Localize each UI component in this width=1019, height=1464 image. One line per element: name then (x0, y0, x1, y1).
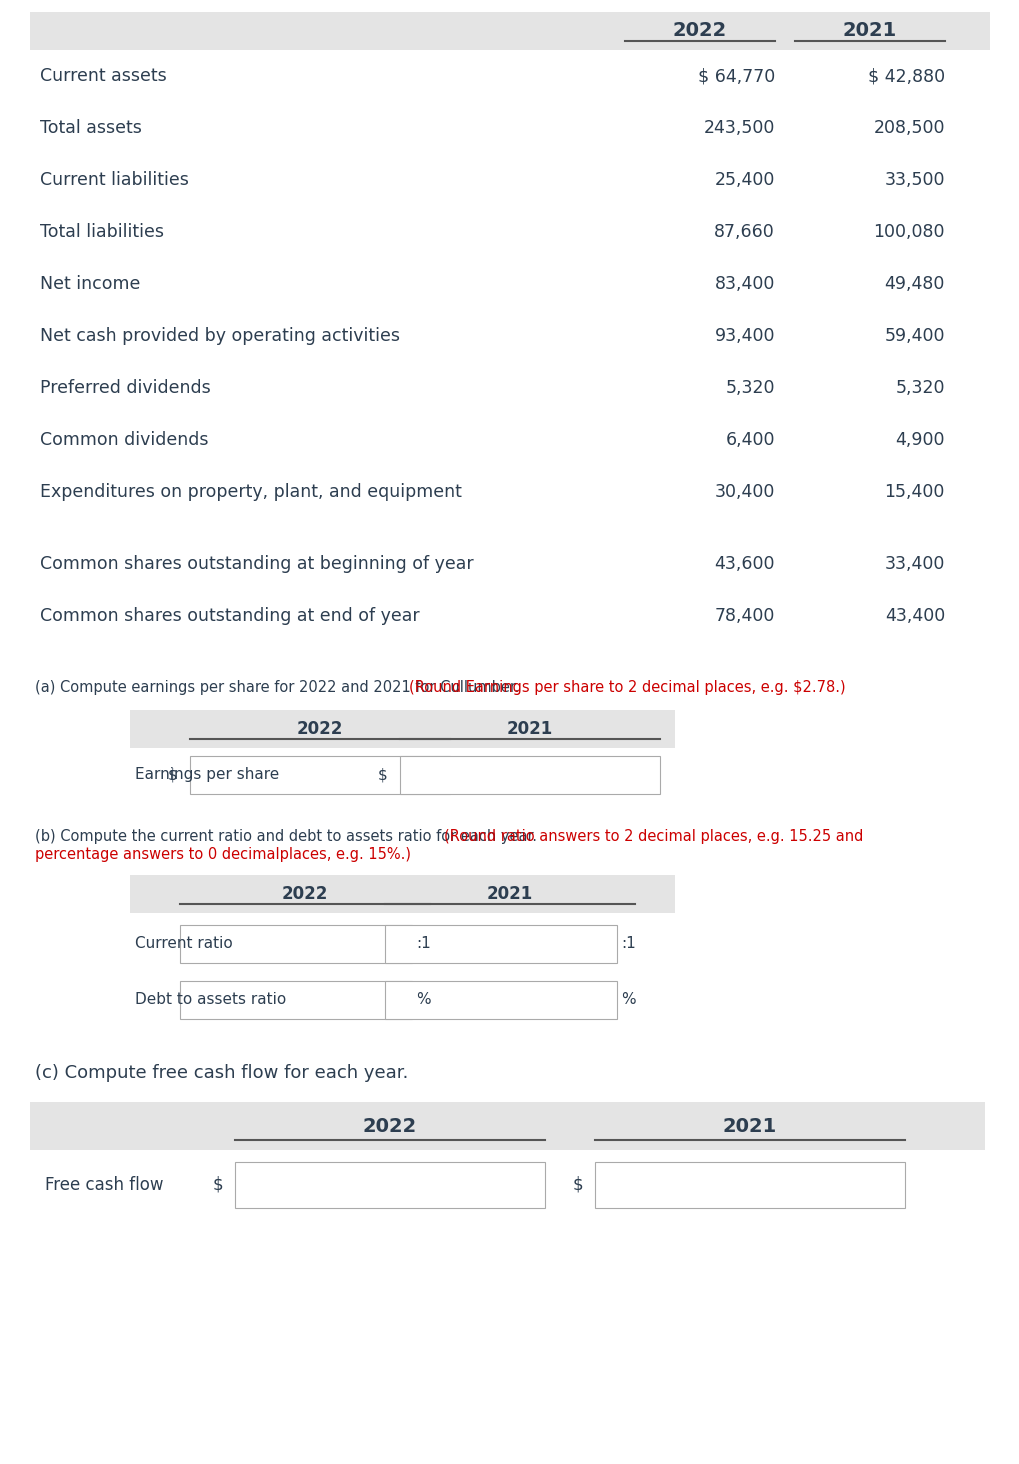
Text: 6,400: 6,400 (725, 430, 774, 449)
Text: %: % (416, 993, 430, 1007)
Text: 30,400: 30,400 (714, 483, 774, 501)
Text: 2021: 2021 (486, 886, 533, 903)
Text: Common shares outstanding at beginning of year: Common shares outstanding at beginning o… (40, 555, 473, 572)
Text: 100,080: 100,080 (872, 223, 944, 242)
Text: 5,320: 5,320 (895, 379, 944, 397)
Text: 43,600: 43,600 (713, 555, 774, 572)
Text: Common dividends: Common dividends (40, 430, 208, 449)
Text: 33,500: 33,500 (883, 171, 944, 189)
Bar (30, 12, 989, 50)
Text: Free cash flow: Free cash flow (45, 1176, 163, 1195)
Text: Current assets: Current assets (40, 67, 166, 85)
Text: percentage answers to 0 decimalplaces, e.g. 15%.): percentage answers to 0 decimalplaces, e… (35, 848, 411, 862)
Text: 5,320: 5,320 (725, 379, 774, 397)
Text: 208,500: 208,500 (872, 119, 944, 138)
Text: 87,660: 87,660 (713, 223, 774, 242)
Text: Debt to assets ratio: Debt to assets ratio (135, 993, 286, 1007)
Text: 83,400: 83,400 (714, 275, 774, 293)
Text: (b) Compute the current ratio and debt to assets ratio for each year.: (b) Compute the current ratio and debt t… (35, 829, 541, 845)
Bar (399, 755, 659, 793)
Text: 49,480: 49,480 (883, 275, 944, 293)
Text: 59,400: 59,400 (883, 326, 944, 346)
Text: %: % (621, 993, 635, 1007)
Text: 25,400: 25,400 (714, 171, 774, 189)
Text: 2022: 2022 (673, 22, 727, 41)
Text: (a) Compute earnings per share for 2022 and 2021 for Cullumber.: (a) Compute earnings per share for 2022 … (35, 679, 524, 695)
Text: Expenditures on property, plant, and equipment: Expenditures on property, plant, and equ… (40, 483, 462, 501)
Text: Net income: Net income (40, 275, 141, 293)
Text: Preferred dividends: Preferred dividends (40, 379, 211, 397)
Text: 2022: 2022 (281, 886, 328, 903)
Text: $: $ (212, 1176, 223, 1195)
Text: (c) Compute free cash flow for each year.: (c) Compute free cash flow for each year… (35, 1064, 408, 1082)
Text: :1: :1 (416, 937, 430, 952)
Text: 2021: 2021 (842, 22, 897, 41)
Text: Current ratio: Current ratio (135, 937, 232, 952)
Text: 4,900: 4,900 (895, 430, 944, 449)
Text: Earnings per share: Earnings per share (135, 767, 279, 782)
Text: 243,500: 243,500 (703, 119, 774, 138)
Text: (Round Earnings per share to 2 decimal places, e.g. $2.78.): (Round Earnings per share to 2 decimal p… (409, 679, 845, 695)
Bar (179, 925, 412, 963)
Bar (179, 981, 412, 1019)
Bar (594, 1162, 904, 1208)
Text: (Round ratio answers to 2 decimal places, e.g. 15.25 and: (Round ratio answers to 2 decimal places… (444, 829, 863, 845)
Text: 93,400: 93,400 (713, 326, 774, 346)
Text: 2022: 2022 (363, 1117, 417, 1136)
Text: Total assets: Total assets (40, 119, 142, 138)
Bar (190, 755, 449, 793)
Text: 2022: 2022 (297, 720, 342, 738)
Text: Net cash provided by operating activities: Net cash provided by operating activitie… (40, 326, 399, 346)
Text: 33,400: 33,400 (883, 555, 944, 572)
Text: Current liabilities: Current liabilities (40, 171, 189, 189)
Text: 15,400: 15,400 (883, 483, 944, 501)
Text: $ 64,770: $ 64,770 (697, 67, 774, 85)
Text: 78,400: 78,400 (714, 608, 774, 625)
Bar (384, 981, 616, 1019)
Text: 43,400: 43,400 (883, 608, 944, 625)
Bar (129, 875, 675, 914)
Text: Common shares outstanding at end of year: Common shares outstanding at end of year (40, 608, 419, 625)
Bar (129, 710, 675, 748)
Bar (384, 925, 616, 963)
Bar (234, 1162, 544, 1208)
Text: Total liabilities: Total liabilities (40, 223, 164, 242)
Text: 2021: 2021 (722, 1117, 776, 1136)
Text: $ 42,880: $ 42,880 (867, 67, 944, 85)
Text: :1: :1 (621, 937, 635, 952)
Text: $: $ (378, 767, 387, 782)
Text: $: $ (572, 1176, 583, 1195)
Bar (30, 1102, 984, 1151)
Text: 2021: 2021 (506, 720, 552, 738)
Text: $: $ (168, 767, 178, 782)
